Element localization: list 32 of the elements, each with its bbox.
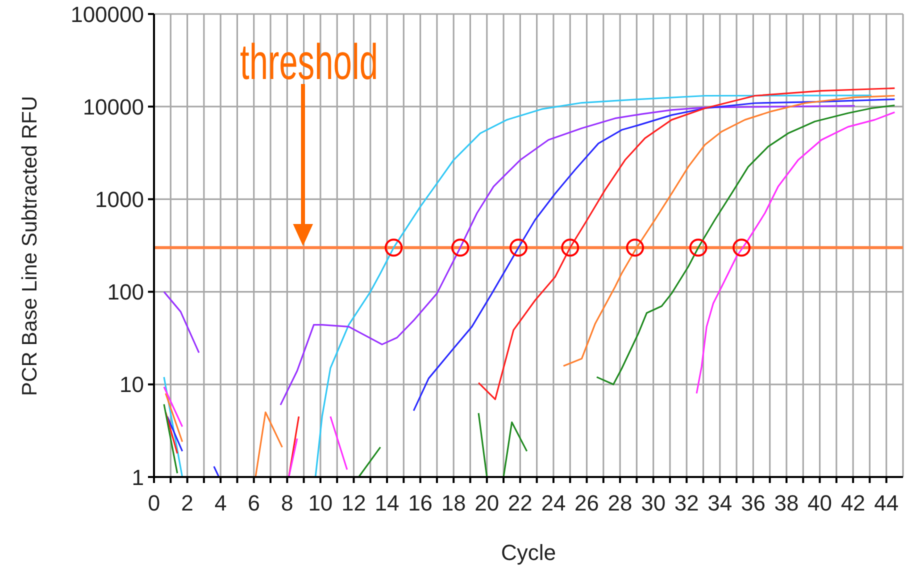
x-tick-label: 36 <box>740 490 766 516</box>
y-tick-label: 10000 <box>82 94 144 120</box>
x-tick-label: 4 <box>214 490 227 516</box>
x-tick-label: 6 <box>248 490 260 516</box>
x-tick-label: 24 <box>541 490 566 516</box>
x-tick-label: 12 <box>341 490 366 516</box>
x-tick-label: 28 <box>608 490 632 516</box>
x-tick-label: 38 <box>774 490 799 516</box>
x-tick-label: 26 <box>574 490 599 516</box>
x-tick-label: 0 <box>148 490 160 516</box>
y-axis-title: PCR Base Line Subtracted RFU <box>18 96 42 396</box>
x-tick-label: 30 <box>641 490 666 516</box>
x-tick-label: 44 <box>874 490 899 516</box>
x-tick-label: 10 <box>308 490 333 516</box>
x-tick-label: 18 <box>441 490 466 516</box>
x-tick-label: 2 <box>181 490 194 516</box>
x-tick-label: 42 <box>840 490 866 516</box>
x-tick-label: 22 <box>508 490 532 516</box>
annotation: threshold <box>240 34 446 90</box>
y-tick-label: 1 <box>132 464 144 490</box>
y-tick-label: 100000 <box>70 2 144 27</box>
y-tick-label: 10 <box>120 372 144 398</box>
y-tick-label: 100 <box>107 280 144 305</box>
x-tick-label: 16 <box>408 490 433 516</box>
y-tick-label: 1000 <box>95 187 144 212</box>
x-tick-label: 14 <box>374 490 400 516</box>
x-tick-label: 40 <box>808 490 832 516</box>
x-tick-label: 8 <box>281 490 294 516</box>
x-tick-label: 32 <box>674 490 699 516</box>
x-axis-title: Cycle <box>500 540 556 565</box>
x-tick-label: 34 <box>708 490 732 516</box>
x-tick-label: 20 <box>474 490 500 516</box>
